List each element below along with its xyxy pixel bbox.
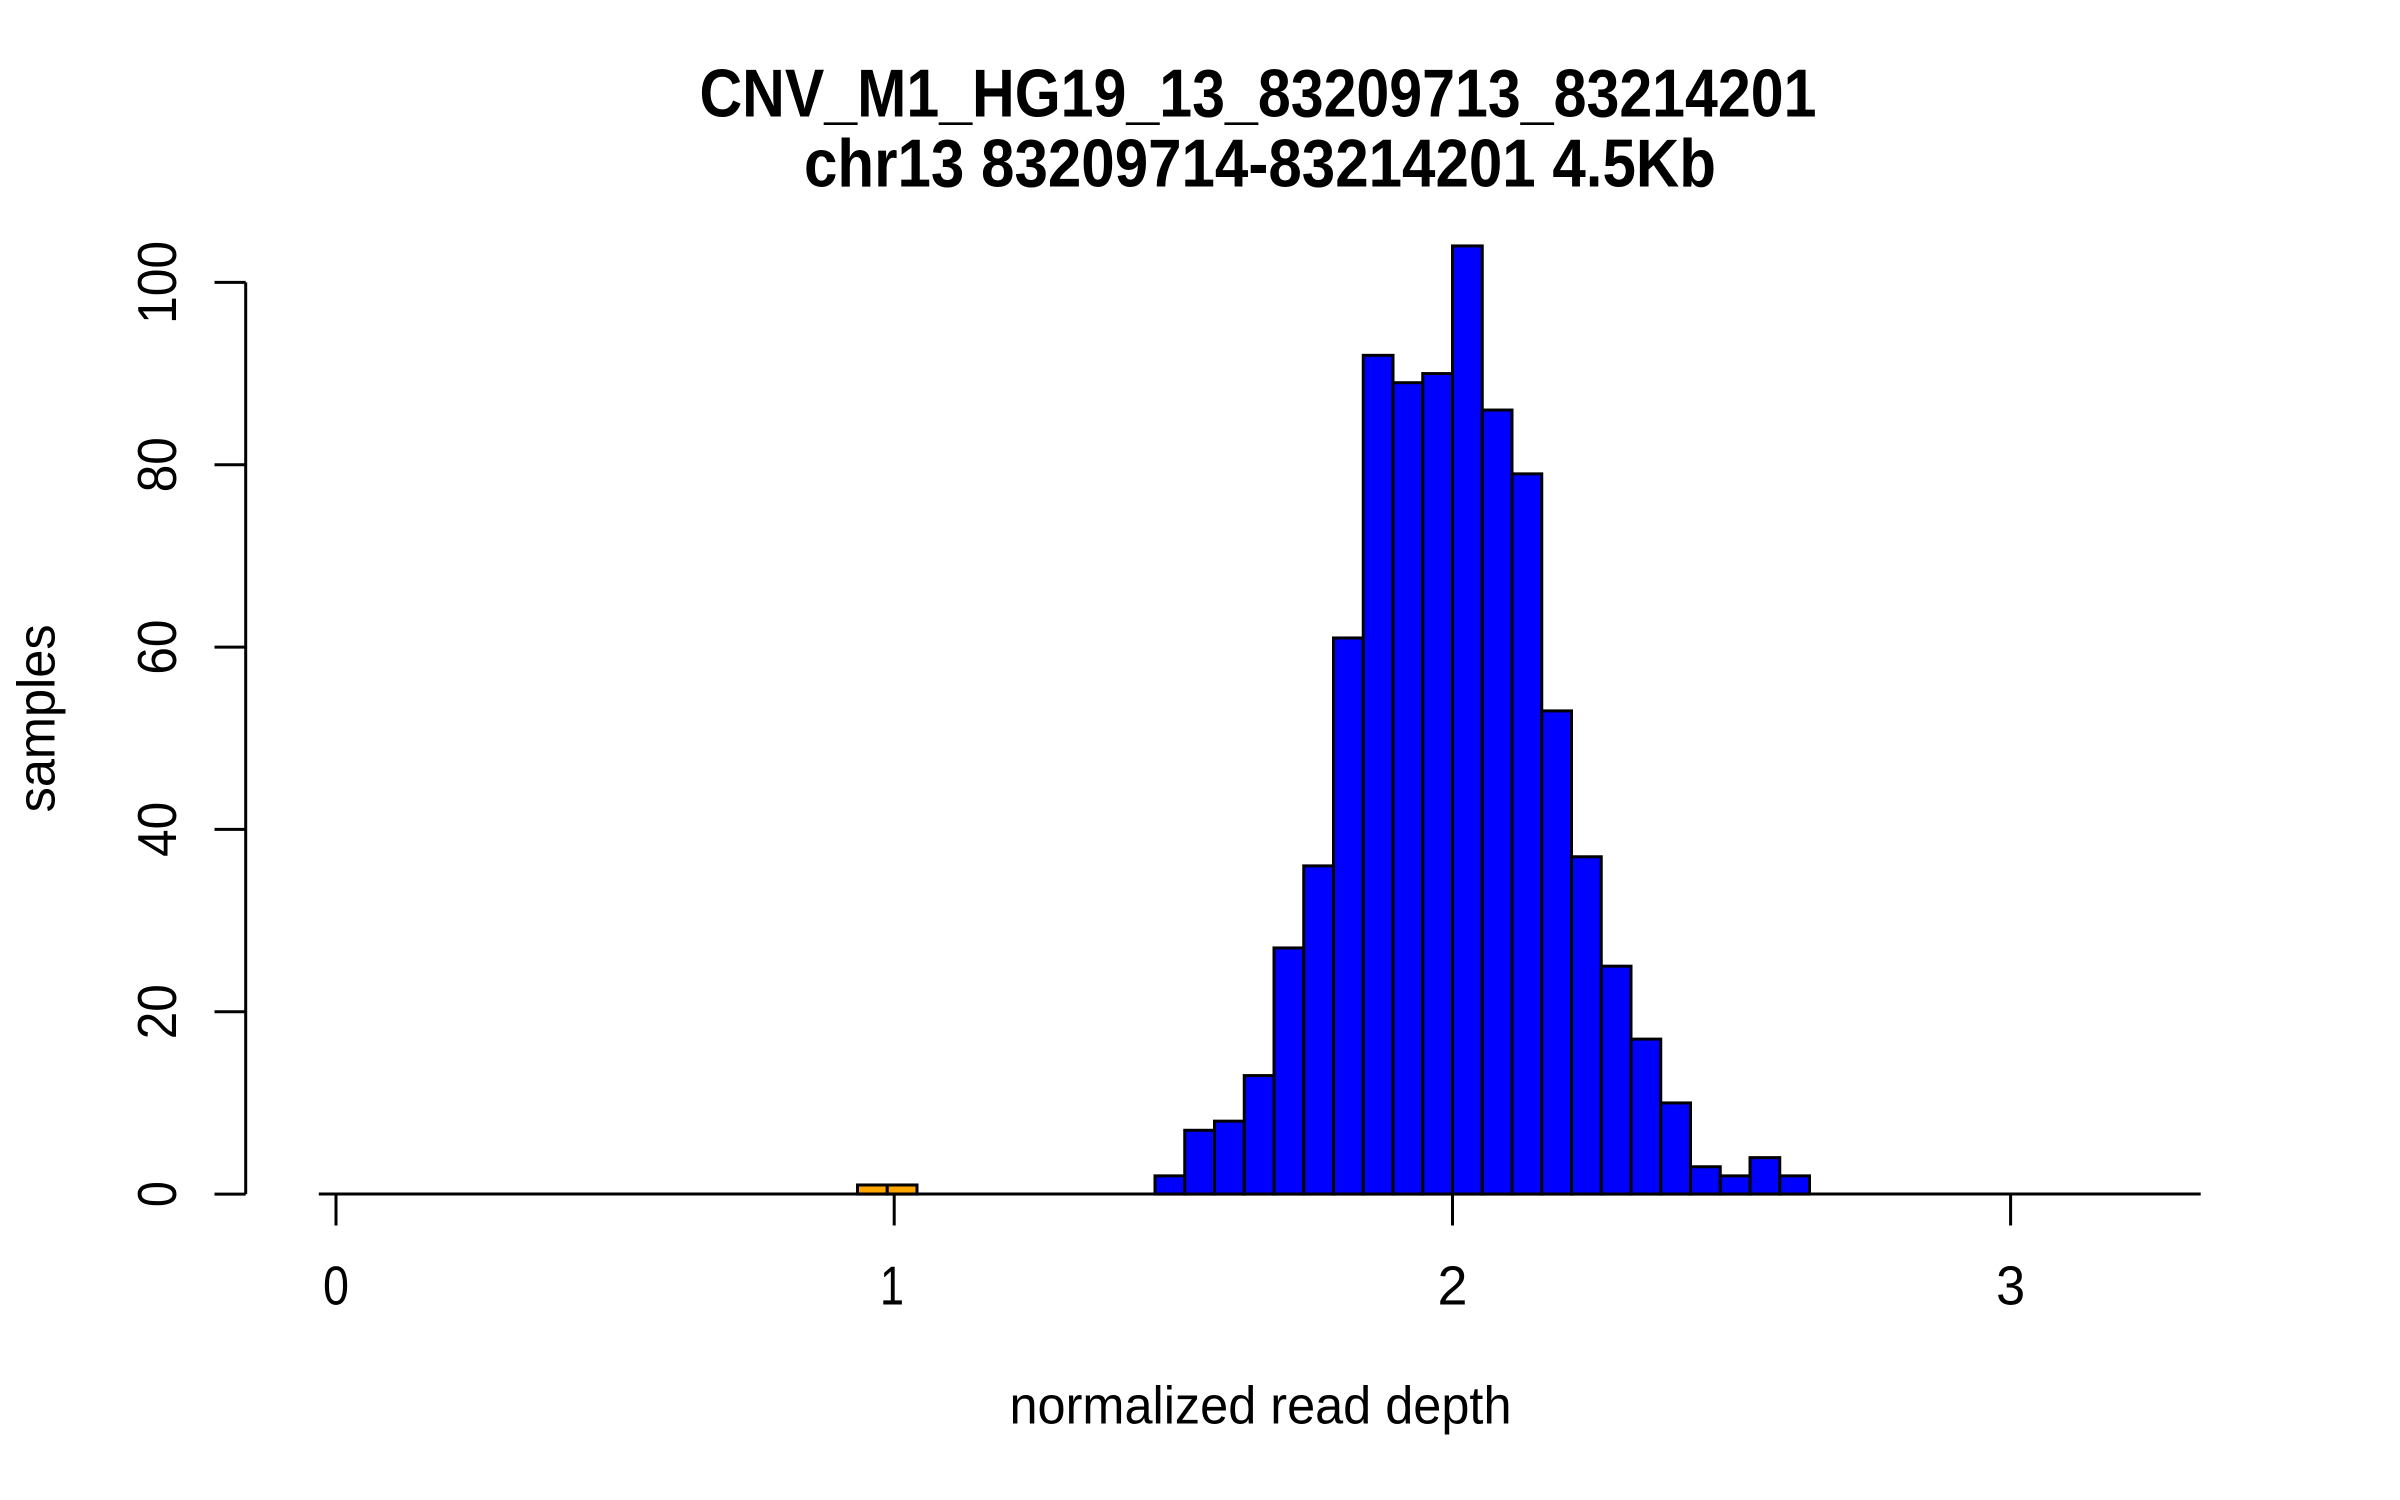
svg-text:2: 2 [1438,1255,1468,1317]
svg-text:CNV_M1_HG19_13_83209713_832142: CNV_M1_HG19_13_83209713_83214201 [700,56,1817,132]
svg-text:chr13 83209714-83214201 4.5Kb: chr13 83209714-83214201 4.5Kb [804,125,1716,201]
svg-text:normalized read depth: normalized read depth [1010,1376,1512,1435]
svg-text:1: 1 [880,1255,904,1317]
svg-text:samples: samples [8,624,67,812]
svg-text:100: 100 [126,241,188,324]
svg-text:60: 60 [126,620,188,675]
svg-text:0: 0 [323,1255,349,1317]
svg-text:80: 80 [126,437,188,492]
svg-text:3: 3 [1996,1255,2025,1317]
svg-text:20: 20 [126,984,188,1039]
svg-text:40: 40 [126,802,188,857]
svg-text:0: 0 [126,1181,188,1207]
